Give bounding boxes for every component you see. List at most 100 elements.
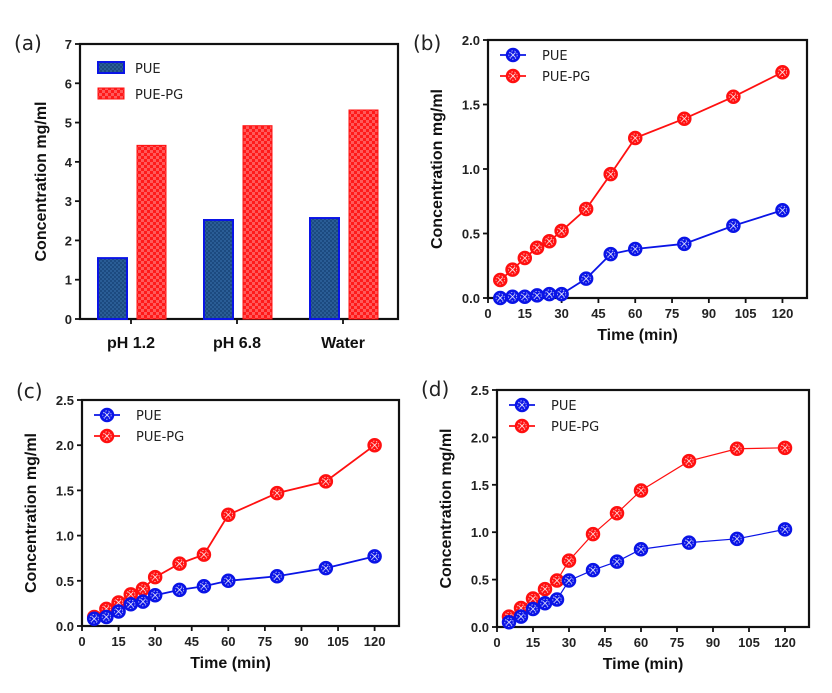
marker-cross [115, 599, 122, 606]
marker-ring [520, 253, 530, 263]
legend-label-pue: PUE [542, 49, 568, 64]
marker-cross [530, 595, 536, 602]
marker-cross [614, 510, 620, 517]
marker-ring [113, 606, 124, 617]
marker-ring [557, 289, 567, 299]
marker-cross [509, 293, 516, 300]
y-tick-label: 0 [65, 312, 72, 327]
marker-cross [686, 539, 692, 546]
marker-cross [521, 255, 528, 261]
y-axis-title: Concentration mg/ml [33, 101, 50, 261]
marker-ring [780, 524, 790, 534]
x-axis-title: Time (min) [603, 656, 684, 673]
legend-swatch-pue [97, 61, 125, 74]
data-point-pue [221, 573, 236, 589]
x-tick-label: 45 [598, 635, 612, 650]
marker-ring [321, 563, 331, 573]
marker-ring [780, 443, 790, 453]
marker-cross [521, 293, 528, 300]
panel-label-a: (a) [14, 31, 42, 55]
marker-ring [606, 169, 616, 179]
marker-cross [546, 238, 553, 245]
marker-ring [532, 243, 542, 253]
marker-ring [552, 575, 562, 586]
x-tick-label: 30 [148, 634, 162, 649]
data-point-pue-pg [172, 556, 187, 571]
y-tick-label: 1.0 [471, 525, 489, 540]
data-point-pue [561, 573, 577, 588]
legend-swatch-pue-pg [97, 87, 125, 100]
marker-ring [612, 556, 622, 567]
marker-ring [199, 581, 209, 591]
panel-label-b: (b) [413, 31, 441, 55]
bar-pue-pg [136, 144, 167, 320]
marker-ring [557, 226, 567, 236]
data-point-pue [775, 203, 790, 218]
marker-cross [510, 52, 516, 58]
marker-cross [530, 606, 536, 612]
data-point-pue [367, 549, 382, 564]
marker-ring [544, 236, 554, 246]
data-point-pue-pg [493, 272, 508, 288]
marker-ring [272, 488, 282, 498]
marker-ring [504, 617, 514, 627]
line-chart-panel-b: 0.0 0.5 1.0 1.5 2.0 Concentration mg/ml 0 15 30 4… [429, 33, 809, 344]
legend-label-pue: PUE [551, 399, 577, 414]
data-point-pue [505, 289, 520, 304]
marker-cross [583, 206, 589, 212]
marker-cross [152, 592, 158, 599]
marker-ring [89, 614, 99, 624]
marker-ring [544, 289, 554, 299]
data-point-pue [172, 582, 187, 598]
legend-label-pue-pg: PUE-PG [135, 88, 183, 103]
x-tick-label: 75 [670, 635, 684, 650]
marker-cross [519, 402, 525, 408]
data-point-pue [501, 615, 517, 630]
data-point-pue-pg [517, 250, 533, 266]
marker-ring [528, 604, 538, 614]
y-tick-label: 4 [65, 155, 73, 170]
marker-ring [636, 544, 646, 554]
y-tick-label: 7 [65, 37, 72, 52]
marker-cross [730, 222, 737, 229]
x-tick-label: 15 [518, 306, 532, 321]
marker-cross [632, 135, 639, 141]
data-point-pue [111, 604, 126, 619]
marker-ring [370, 440, 380, 450]
marker-cross [558, 291, 565, 297]
marker-ring [495, 275, 505, 285]
marker-cross [554, 596, 560, 603]
marker-cross [607, 251, 614, 257]
marker-ring [636, 485, 646, 496]
marker-ring [508, 71, 518, 81]
marker-ring [199, 549, 209, 560]
data-point-pue [542, 286, 557, 302]
data-point-pue-pg [221, 507, 236, 523]
legend-label-pue-pg: PUE-PG [136, 430, 184, 445]
data-point-pue [123, 597, 139, 612]
marker-cross [542, 586, 548, 592]
marker-cross [127, 591, 134, 598]
data-point-pue-pg [609, 505, 625, 521]
data-point-pue [585, 562, 601, 578]
marker-cross [274, 490, 280, 496]
marker-cross [534, 244, 540, 251]
data-point-pue [99, 609, 114, 625]
data-point-pue-pg [147, 569, 163, 585]
plot-frame [80, 398, 401, 628]
legend-label-pue: PUE [136, 409, 162, 424]
data-point-pue [681, 535, 697, 550]
x-category-label: pH 1.2 [107, 335, 155, 352]
data-point-pue [269, 569, 285, 584]
y-tick-label: 1.5 [462, 98, 480, 113]
marker-ring [630, 133, 640, 143]
data-point-pue-pg [681, 453, 697, 469]
data-point-pue [677, 236, 692, 252]
marker-ring [507, 265, 518, 275]
marker-cross [590, 567, 596, 573]
data-point-pue [726, 218, 741, 234]
marker-ring [684, 456, 694, 466]
marker-cross [734, 536, 740, 542]
y-tick-label: 1.5 [56, 483, 74, 498]
marker-cross [371, 442, 378, 449]
